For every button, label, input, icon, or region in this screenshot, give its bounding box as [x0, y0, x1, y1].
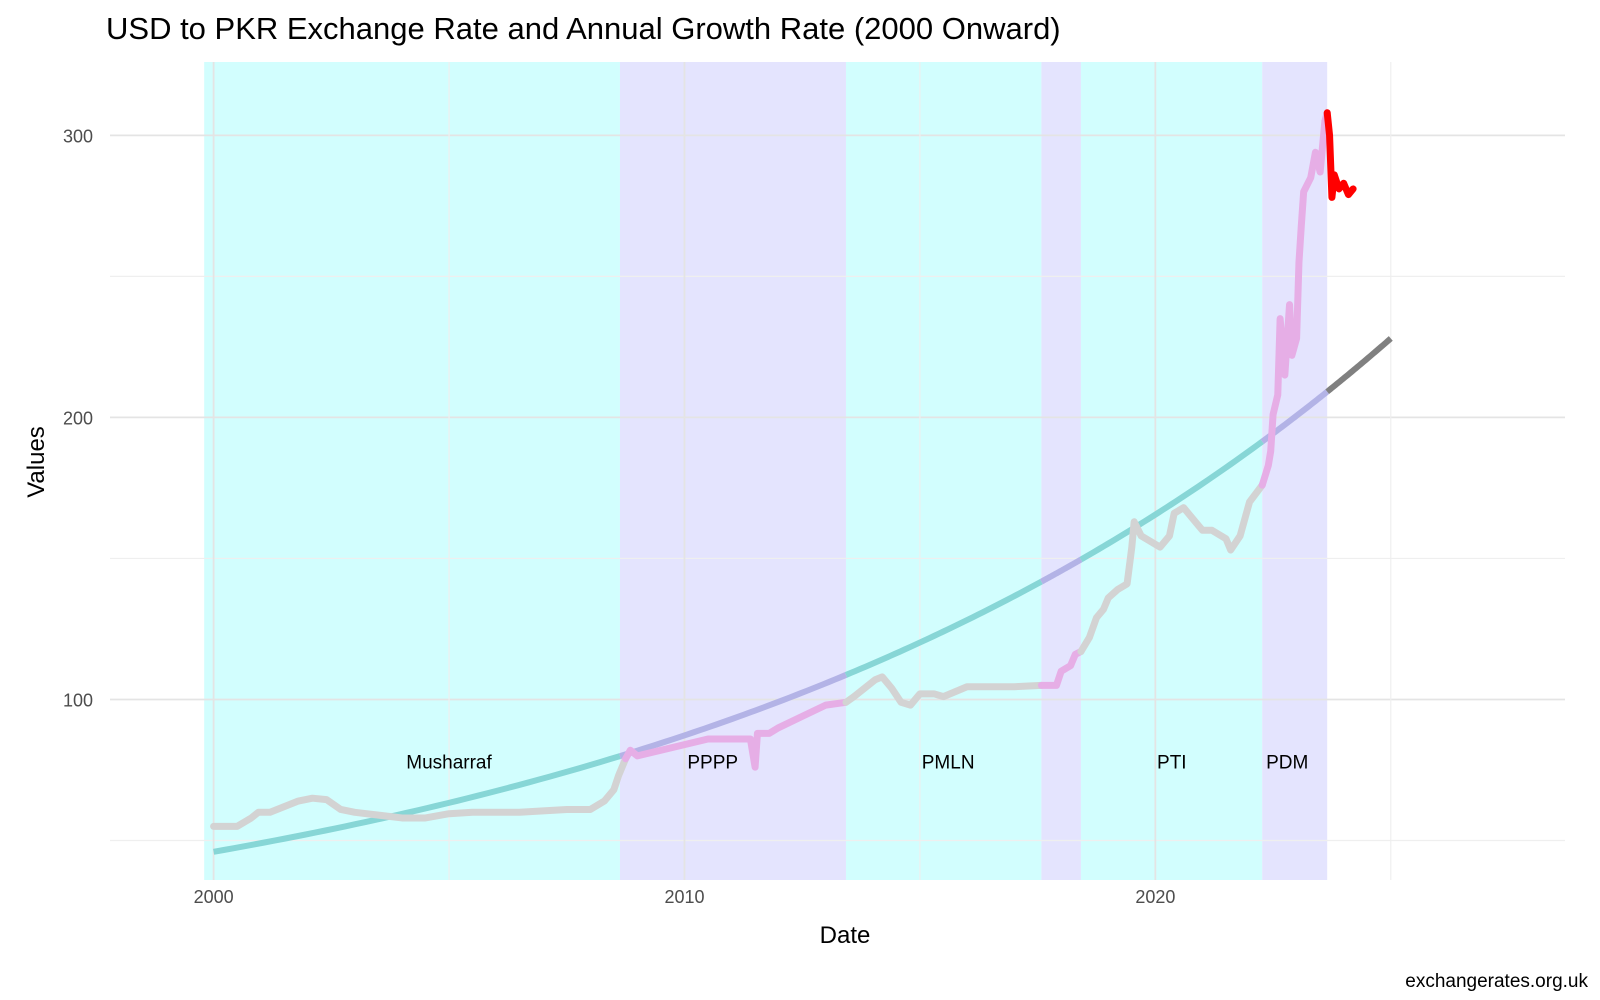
y-tick-label: 200: [63, 408, 93, 428]
y-tick-label: 300: [63, 126, 93, 146]
exchange-rate-segment: [1037, 648, 1085, 689]
x-axis-title: Date: [820, 922, 871, 949]
exchange-rate-segment: [1077, 481, 1266, 656]
exchange-rate-segment: [1258, 109, 1331, 489]
growth-trend-segment: [619, 672, 848, 759]
exchange-rate-segment: [622, 698, 850, 771]
growth-trend-segment: [1039, 556, 1083, 585]
grid-lines: [110, 62, 1565, 880]
exchange-rate-segment: [210, 755, 630, 830]
source-caption: exchangerates.org.uk: [1405, 971, 1588, 992]
era-band-pdm: [1262, 62, 1328, 880]
growth-trend-segment: [1079, 439, 1264, 563]
x-tick-label: 2010: [664, 887, 704, 907]
era-bands: [204, 62, 1328, 880]
era-label-pppp: PPPP: [687, 753, 738, 774]
growth-trend-segment: [213, 753, 621, 855]
era-label-pdm: PDM: [1266, 753, 1308, 774]
era-labels: Musharraf PPPP PMLN PTI PDM: [406, 753, 1308, 774]
exchange-rate-segment: [842, 673, 1045, 709]
y-tick-labels: 100 200 300: [63, 126, 93, 710]
x-tick-label: 2000: [194, 887, 234, 907]
era-label-pti: PTI: [1157, 753, 1187, 774]
era-label-musharraf: Musharraf: [406, 753, 492, 774]
chart-title: USD to PKR Exchange Rate and Annual Grow…: [106, 11, 1061, 46]
x-tick-labels: 2000 2010 2020: [194, 887, 1176, 907]
y-tick-label: 100: [63, 690, 93, 710]
era-label-pmln: PMLN: [922, 753, 975, 774]
era-band-pmln: [845, 62, 1042, 880]
y-axis-title: Values: [23, 426, 50, 498]
era-band-pti: [1080, 62, 1263, 880]
growth-trend-segment: [1325, 336, 1393, 395]
x-tick-label: 2020: [1135, 887, 1175, 907]
exchange-rate-segment: [1323, 109, 1357, 201]
era-band-caretaker: [1041, 62, 1081, 880]
era-band-musharraf: [204, 62, 620, 880]
data-lines: [210, 109, 1393, 855]
growth-trend-segment: [844, 579, 1043, 678]
